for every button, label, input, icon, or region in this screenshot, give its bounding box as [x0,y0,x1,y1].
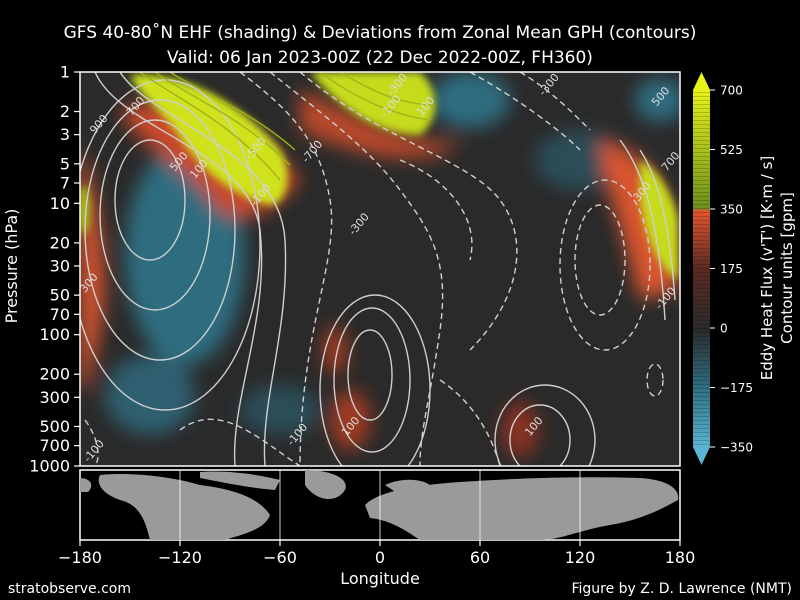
chart-title: GFS 40-80˚N EHF (shading) & Deviations f… [64,22,697,43]
plot-frame [79,71,681,467]
y-tick-label: 7 [60,173,70,192]
colorbar-min-arrow [693,447,710,465]
gph-contours [80,72,676,466]
colorbar-label: Eddy Heat Flux (v'T') [K·m / s] [758,156,776,381]
x-axis: −180 −120 −60 0 60 120 180 [58,540,695,567]
y-tick-label: 2 [60,102,70,121]
x-tick-label: 180 [665,548,696,567]
colorbar-tick-label: 525 [720,143,743,157]
colorbar-max-arrow [693,72,710,90]
colorbar-sublabel: Contour units [gpm] [778,192,796,344]
colorbar-tick-label: 350 [720,203,743,217]
y-tick-label: 3 [60,125,70,144]
ehf-shading [80,72,680,466]
gph-contours-negative [84,72,664,466]
y-tick-label: 10 [50,194,70,213]
footer-site: stratobserve.com [8,581,131,597]
y-tick-label: 20 [50,233,70,252]
y-axis-label: Pressure (hPa) [2,209,21,324]
y-tick-label: 30 [50,256,70,275]
y-tick-label: 50 [50,286,70,305]
footer-credit: Figure by Z. D. Lawrence (NMT) [571,581,792,597]
x-tick-label: −120 [158,548,202,567]
y-tick-label: 500 [39,417,70,436]
x-tick-label: −60 [263,548,297,567]
x-axis-label: Longitude [340,569,420,588]
x-tick-label: 120 [565,548,596,567]
y-tick-label: 70 [50,305,70,324]
y-tick-label: 200 [39,365,70,384]
colorbar-tick-label: 700 [720,84,743,98]
x-tick-label: 60 [470,548,490,567]
y-tick-label: 300 [39,388,70,407]
colorbar-tick-label: −175 [720,381,753,395]
colorbar: 700 525 350 175 0 −175 −350 [693,72,753,465]
colorbar-tick-label: 175 [720,262,743,276]
y-tick-label: 5 [60,154,70,173]
colorbar-tick-label: −350 [720,441,753,455]
world-map [79,469,681,541]
y-tick-label: 1000 [29,457,70,476]
y-tick-label: 1 [60,63,70,82]
x-tick-label: −180 [58,548,102,567]
x-tick-label: 0 [375,548,385,567]
colorbar-tick-label: 0 [720,322,728,336]
chart-subtitle: Valid: 06 Jan 2023-00Z (22 Dec 2022-00Z,… [167,48,593,68]
y-tick-label: 700 [39,436,70,455]
y-tick-label: 100 [39,325,70,344]
